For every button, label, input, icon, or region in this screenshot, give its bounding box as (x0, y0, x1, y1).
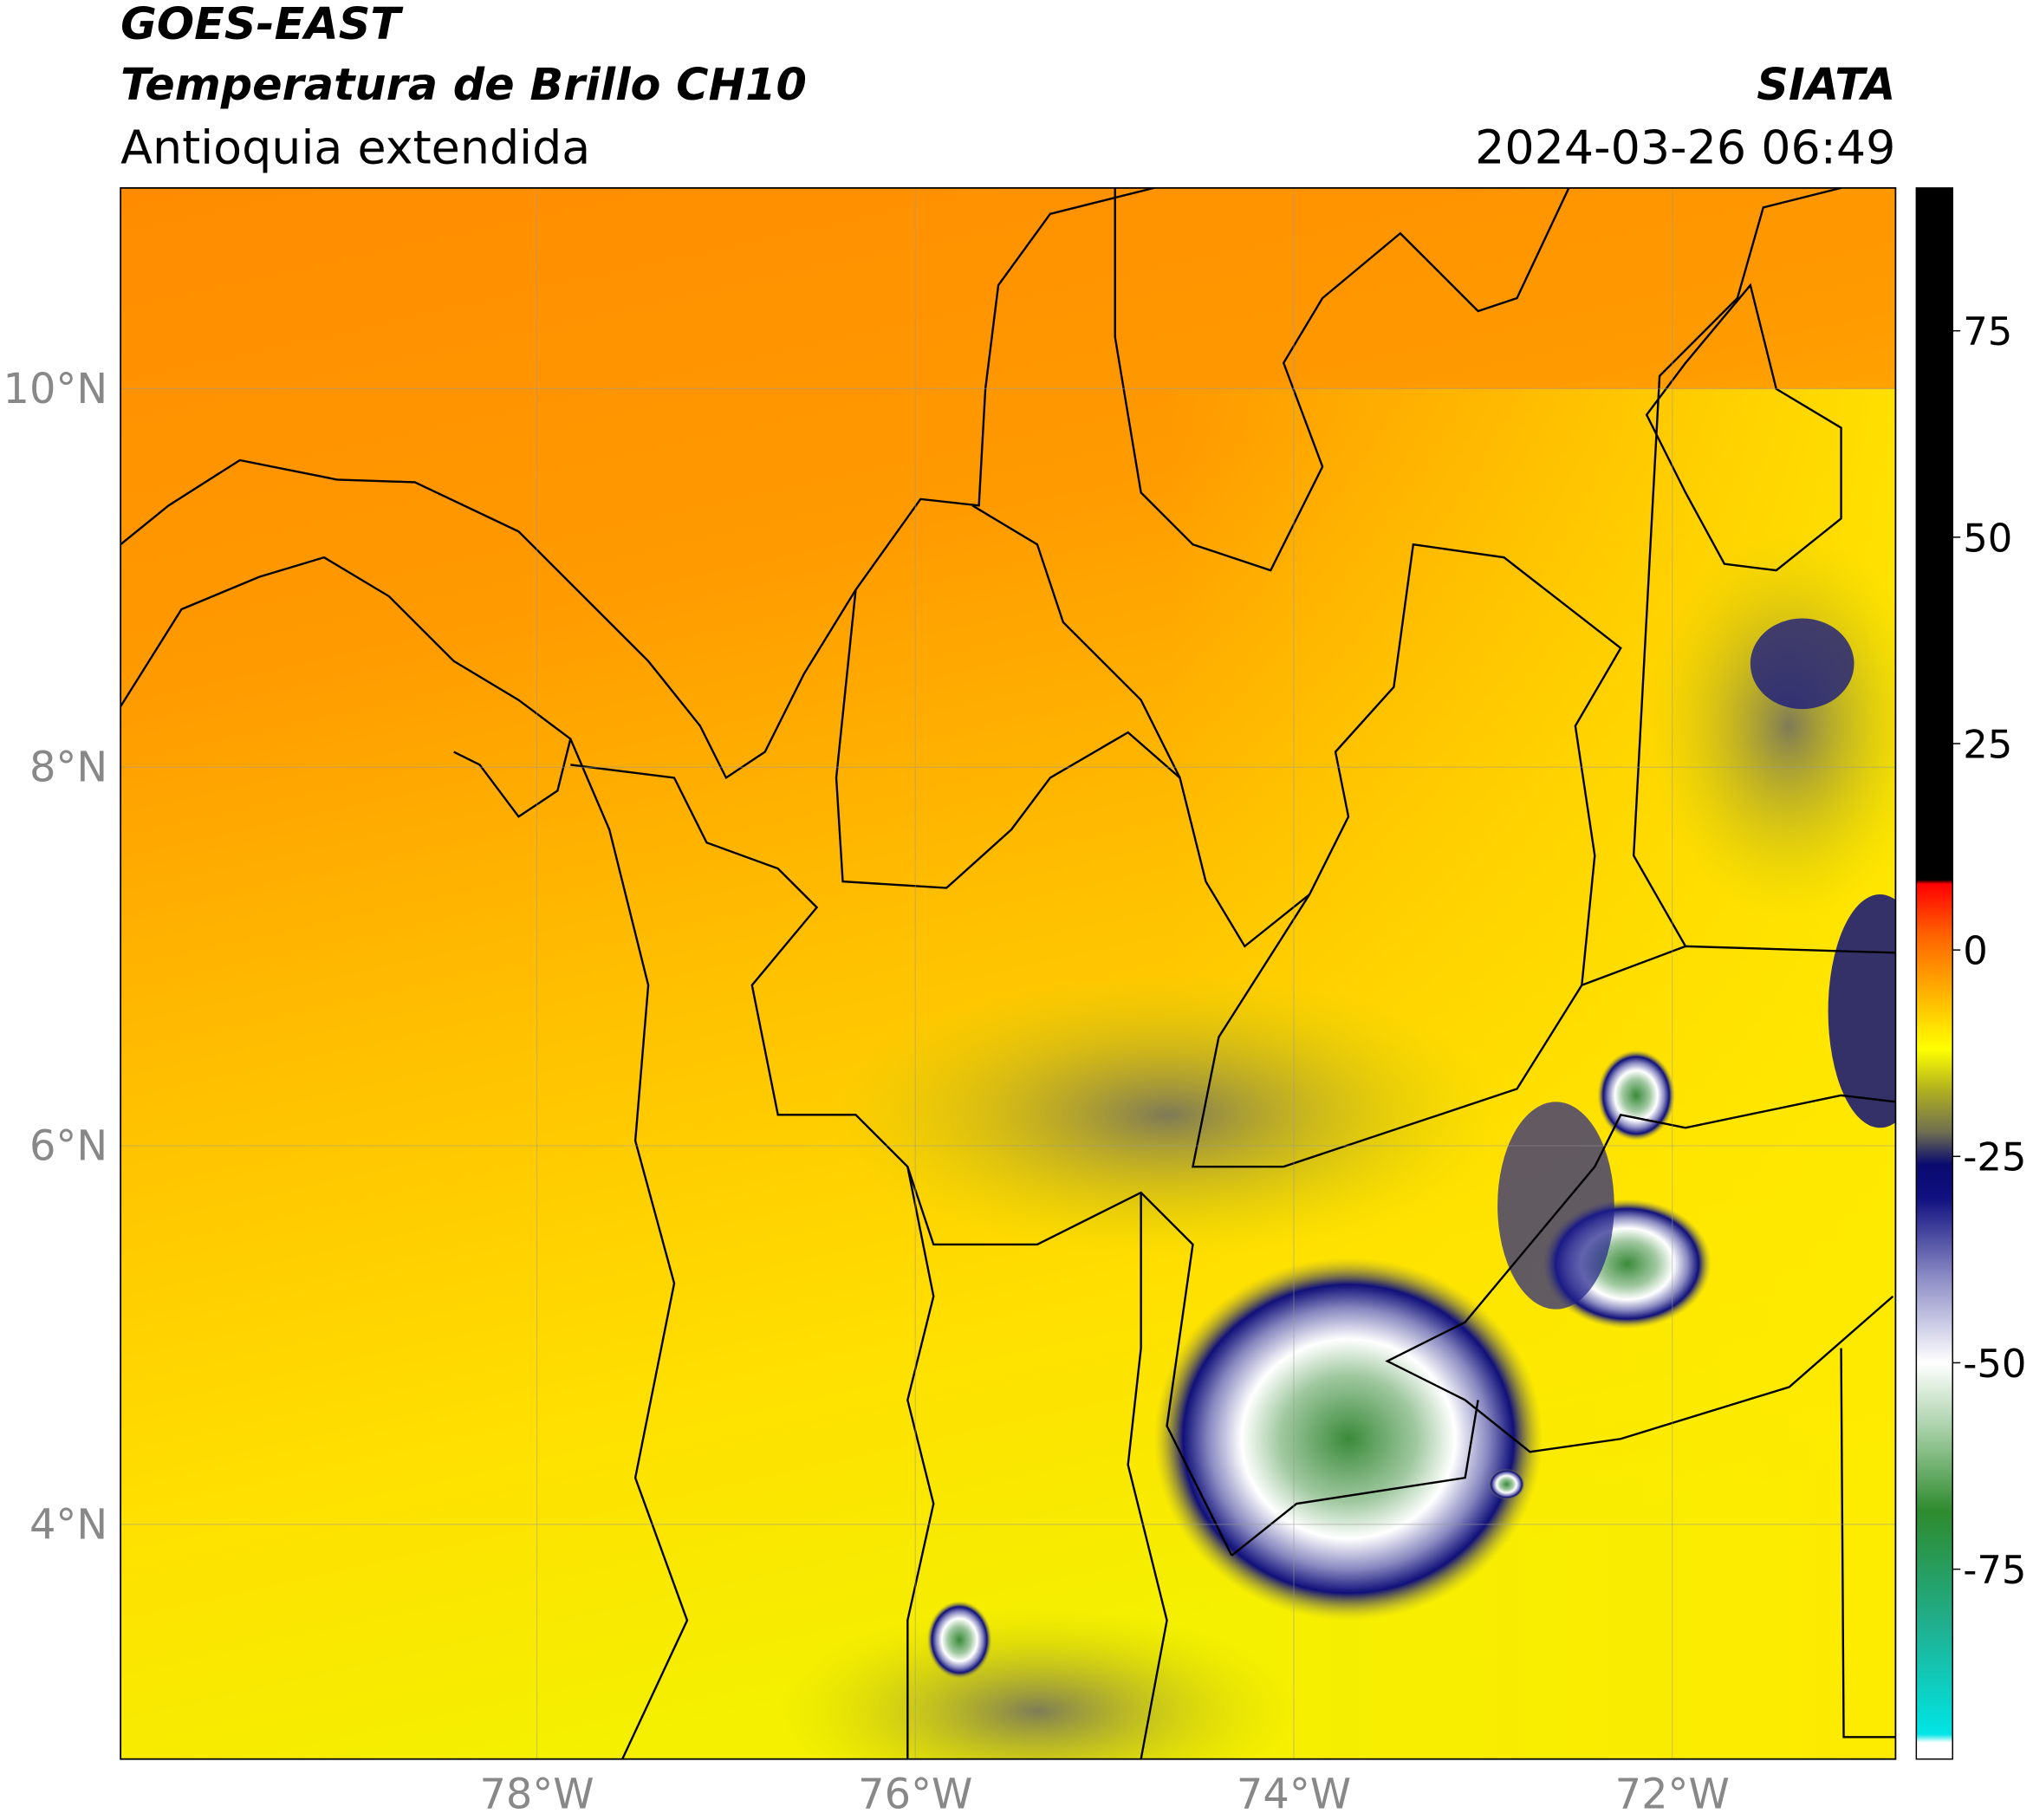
ticks: 78°W 76°W 74°W 72°W 4°N 6°N 8°N 10°N -75 -50 -25 0 2… (3, 309, 2027, 1818)
storm (1488, 1468, 1525, 1500)
colorbar (1915, 187, 1953, 1760)
x-tick-label: 78°W (479, 1771, 594, 1819)
datetime: 2024-03-26 06:49 (1475, 120, 1895, 174)
cloud (1647, 531, 1896, 920)
x-tick-label: 72°W (1615, 1771, 1730, 1819)
cloud (829, 972, 1504, 1258)
colorbar-tick-label: -50 (1963, 1341, 2026, 1387)
x-tick-label: 74°W (1237, 1771, 1351, 1819)
colorbar-tick-label: 0 (1963, 928, 1988, 974)
product: Temperatura de Brillo CH10 (120, 59, 807, 110)
region: Antioquia extendida (120, 120, 590, 174)
y-tick-label: 8°N (29, 744, 107, 792)
x-tick-label: 76°W (858, 1771, 972, 1819)
storm (1497, 1102, 1614, 1310)
colorbar-tick-label: 25 (1963, 721, 2012, 767)
source: SIATA (1757, 59, 1895, 110)
colorbar-tick-label: 75 (1963, 309, 2012, 354)
map (120, 187, 1896, 1759)
storm (1153, 1257, 1543, 1621)
storm (926, 1601, 992, 1679)
cloud (777, 1607, 1297, 1759)
y-tick-label: 6°N (29, 1123, 107, 1171)
y-tick-label: 10°N (3, 366, 108, 413)
borders (120, 187, 1896, 1759)
gridlines (120, 187, 1896, 1759)
map-frame (120, 186, 1897, 1760)
storm (1597, 1050, 1676, 1141)
colorbar-tick-label: 50 (1963, 515, 2012, 561)
y-tick-label: 4°N (29, 1501, 107, 1549)
satellite: GOES-EAST (120, 0, 404, 49)
colorbar-tick-label: -75 (1963, 1547, 2026, 1593)
cloud (1750, 618, 1854, 710)
colorbar-tick-label: -25 (1963, 1134, 2026, 1180)
